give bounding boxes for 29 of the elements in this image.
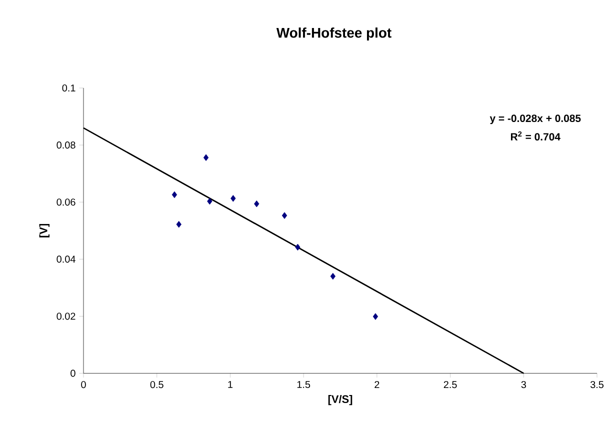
y-tick-label: 0: [70, 370, 76, 377]
point: [330, 272, 336, 280]
x-axis-title: [V/S]: [328, 394, 352, 406]
y-tick-label: 0.08: [56, 142, 76, 149]
x-tick-label: 0: [81, 381, 86, 388]
y-tick-label: 0.06: [56, 198, 76, 206]
x-tick-label: 2.5: [444, 381, 457, 388]
point: [176, 220, 182, 228]
point: [172, 191, 178, 198]
x-tick-label: 3: [521, 381, 526, 388]
x-tick-label: 1: [228, 381, 233, 388]
annotation: R$^{2}$ = 0.704: [510, 131, 560, 141]
y-tick-label: 0.02: [56, 312, 76, 320]
point: [295, 244, 300, 251]
y-axis-title: [V]: [39, 224, 50, 238]
x-tick-label: 3.5: [590, 381, 604, 388]
point: [282, 212, 288, 219]
annotation: y = -0.028x + 0.085: [490, 114, 581, 124]
chart-title: Wolf-Hofstee plot: [276, 27, 392, 40]
x-tick-label: 2: [374, 381, 380, 388]
point: [207, 198, 212, 205]
y-tick-label: 0.04: [56, 256, 76, 263]
y-tick-label: 0.1: [62, 84, 76, 92]
x-tick-label: 0.5: [150, 381, 164, 388]
x-tick-label: 1.5: [297, 381, 310, 388]
point: [230, 195, 236, 202]
point: [372, 313, 378, 320]
point: [203, 154, 209, 161]
point: [254, 200, 260, 208]
